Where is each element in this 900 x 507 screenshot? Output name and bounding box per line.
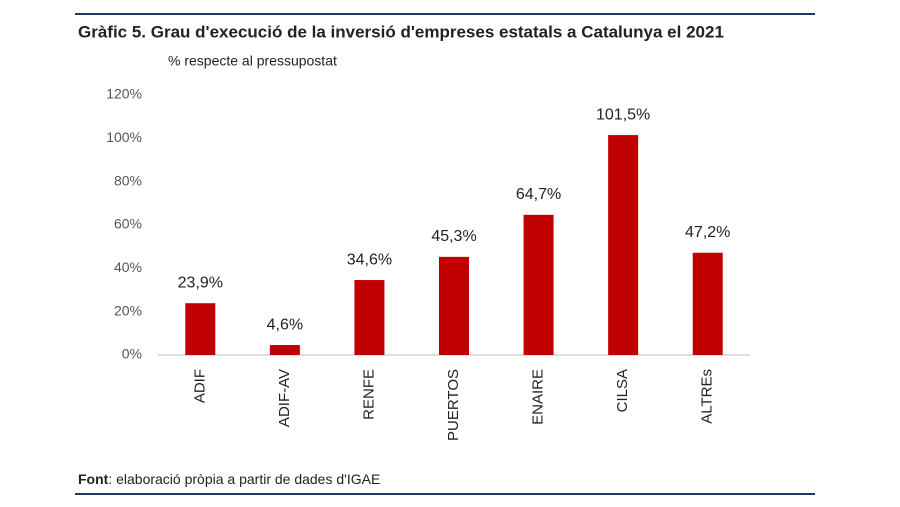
source: Font: elaboració pròpia a partir de dade…	[78, 471, 380, 487]
x-tick-label: ENAIRE	[530, 369, 547, 425]
x-tick-label: RENFE	[360, 369, 377, 420]
x-tick-label: ADIF	[191, 369, 208, 403]
x-tick-label: CILSA	[614, 369, 631, 412]
y-tick-label: 0%	[122, 346, 142, 362]
x-tick-label: ADIF-AV	[276, 369, 293, 427]
value-label: 45,3%	[431, 228, 476, 245]
bar	[439, 256, 469, 355]
y-tick-label: 100%	[106, 129, 142, 145]
bar	[523, 214, 554, 355]
chart-subtitle: % respecte al pressupostat	[168, 53, 337, 69]
bar	[185, 303, 216, 355]
y-tick-label: 60%	[114, 216, 142, 232]
y-tick-label: 120%	[106, 86, 142, 102]
value-label: 101,5%	[596, 106, 650, 123]
y-tick-label: 20%	[114, 302, 142, 318]
chart-title: Gràfic 5. Grau d'execució de la inversió…	[78, 22, 724, 41]
x-tick-label: ALTREs	[699, 369, 716, 424]
bar	[692, 252, 723, 355]
value-label: 47,2%	[685, 224, 730, 241]
y-tick-label: 40%	[114, 259, 142, 275]
bar	[269, 345, 300, 355]
value-label: 34,6%	[347, 251, 392, 268]
bar	[608, 135, 639, 355]
source-label: Font	[78, 471, 109, 487]
value-label: 23,9%	[178, 274, 223, 291]
bar	[354, 280, 385, 355]
y-tick-label: 80%	[114, 172, 142, 188]
value-label: 64,7%	[516, 186, 561, 203]
x-tick-label: PUERTOS	[445, 369, 462, 441]
value-label: 4,6%	[267, 316, 303, 333]
source-text: : elaboració pròpia a partir de dades d'…	[108, 471, 380, 487]
